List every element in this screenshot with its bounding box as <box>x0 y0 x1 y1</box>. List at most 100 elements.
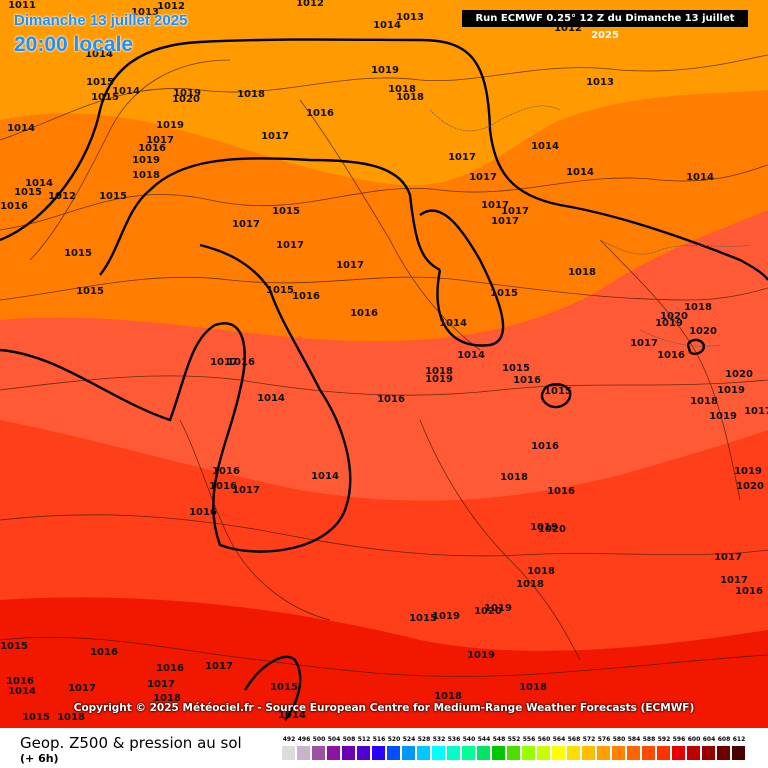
pressure-label: 1019 <box>467 650 495 661</box>
pressure-label: 1017 <box>501 206 529 217</box>
pressure-label: 1016 <box>156 663 184 674</box>
pressure-label: 1015 <box>409 613 437 624</box>
legend-label: 552 <box>507 736 521 743</box>
pressure-label: 1017 <box>714 552 742 563</box>
legend-label: 556 <box>522 736 536 743</box>
pressure-label: 1016 <box>138 143 166 154</box>
pressure-label: 1015 <box>86 77 114 88</box>
pressure-label: 1018 <box>237 89 265 100</box>
pressure-label: 1017 <box>491 216 519 227</box>
legend-label: 588 <box>642 736 656 743</box>
pressure-label: 1015 <box>76 286 104 297</box>
pressure-label: 1018 <box>396 92 424 103</box>
legend-swatch <box>327 746 340 760</box>
pressure-label: 1019 <box>484 603 512 614</box>
legend-swatch <box>537 746 550 760</box>
pressure-label: 1016 <box>212 466 240 477</box>
pressure-label: 1017 <box>210 357 238 368</box>
pressure-label: 1012 <box>554 23 582 34</box>
legend-label: 532 <box>432 736 446 743</box>
legend-label: 516 <box>372 736 386 743</box>
time-title: 20:00 locale <box>14 33 134 56</box>
legend-label: 572 <box>582 736 596 743</box>
legend-swatch <box>372 746 385 760</box>
legend-swatch <box>492 746 505 760</box>
pressure-label: 1014 <box>112 86 140 97</box>
pressure-label: 1020 <box>660 311 688 322</box>
pressure-label: 1019 <box>655 318 683 329</box>
pressure-label: 1019 <box>173 88 201 99</box>
legend-swatch <box>702 746 715 760</box>
pressure-label: 1011 <box>8 0 36 11</box>
pressure-label: 1014 <box>25 178 53 189</box>
pressure-label: 1016 <box>350 308 378 319</box>
pressure-label: 1020 <box>689 326 717 337</box>
pressure-label: 1013 <box>586 77 614 88</box>
date-title: Dimanche 13 juillet 2025 <box>14 12 188 29</box>
pressure-label: 1020 <box>736 481 764 492</box>
legend-label: 548 <box>492 736 506 743</box>
pressure-label: 1016 <box>0 201 28 212</box>
run-info-box: Run ECMWF 0.25° 12 Z du Dimanche 13 juil… <box>462 10 748 41</box>
legend-label: 524 <box>402 736 416 743</box>
legend-swatch <box>282 746 295 760</box>
legend-swatch <box>522 746 535 760</box>
pressure-label: 1012 <box>296 0 324 9</box>
legend-swatch <box>567 746 580 760</box>
legend-label: 568 <box>567 736 581 743</box>
pressure-label: 1018 <box>132 170 160 181</box>
legend-swatch <box>552 746 565 760</box>
pressure-label: 1015 <box>502 363 530 374</box>
pressure-label: 1018 <box>519 682 547 693</box>
pressure-label: 1018 <box>500 472 528 483</box>
pressure-label: 1016 <box>6 676 34 687</box>
borders <box>429 105 751 347</box>
legend-label: 512 <box>357 736 371 743</box>
legend-swatch <box>732 746 745 760</box>
pressure-label: 1017 <box>276 240 304 251</box>
pressure-label: 1012 <box>48 191 76 202</box>
pressure-label: 1018 <box>57 712 85 723</box>
legend-label: 508 <box>342 736 356 743</box>
pressure-label: 1017 <box>469 172 497 183</box>
pressure-label: 1015 <box>272 206 300 217</box>
pressure-label: 1016 <box>189 507 217 518</box>
pressure-label: 1014 <box>373 20 401 31</box>
pressure-label: 1014 <box>8 686 36 697</box>
pressure-label: 1017 <box>232 219 260 230</box>
pressure-label: 1016 <box>735 586 763 597</box>
pressure-label: 1012 <box>157 1 185 12</box>
pressure-label: 1019 <box>717 385 745 396</box>
pressure-label: 1015 <box>22 712 50 723</box>
pressure-label: 1014 <box>85 49 113 60</box>
legend-swatch <box>297 746 310 760</box>
pressure-label: 1014 <box>457 350 485 361</box>
legend-label: 596 <box>672 736 686 743</box>
pressure-label: 1015 <box>266 285 294 296</box>
pressure-label: 1013 <box>396 12 424 23</box>
pressure-label: 1019 <box>432 611 460 622</box>
pressure-label: 1019 <box>156 120 184 131</box>
pressure-label: 1016 <box>547 486 575 497</box>
pressure-label: 1016 <box>531 441 559 452</box>
pressure-label: 1020 <box>172 94 200 105</box>
pressure-label: 1020 <box>725 369 753 380</box>
pressure-label: 1017 <box>147 679 175 690</box>
lead-time: (+ 6h) <box>20 752 59 765</box>
legend-label: 536 <box>447 736 461 743</box>
pressure-label: 1017 <box>232 485 260 496</box>
pressure-label: 1017 <box>261 131 289 142</box>
pressure-label: 1014 <box>7 123 35 134</box>
pressure-label: 1015 <box>99 191 127 202</box>
legend-swatch <box>687 746 700 760</box>
legend-swatch <box>582 746 595 760</box>
legend-swatch <box>447 746 460 760</box>
legend-swatch <box>717 746 730 760</box>
pressure-label: 1015 <box>490 288 518 299</box>
isobar-lines <box>0 54 768 677</box>
pressure-label: 1018 <box>527 566 555 577</box>
legend-swatch <box>597 746 610 760</box>
legend-label: 520 <box>387 736 401 743</box>
legend-label: 500 <box>312 736 326 743</box>
